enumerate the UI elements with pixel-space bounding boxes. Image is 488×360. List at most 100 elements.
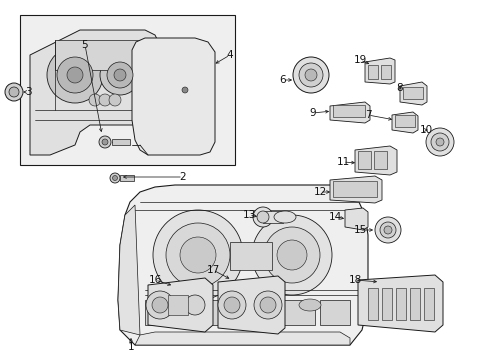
Polygon shape — [118, 205, 140, 335]
Bar — [112, 139, 130, 145]
Circle shape — [5, 83, 23, 101]
Bar — [20, 15, 235, 165]
Bar — [380, 65, 390, 79]
Circle shape — [184, 295, 204, 315]
Bar — [319, 300, 349, 325]
Circle shape — [425, 128, 453, 156]
Circle shape — [224, 297, 240, 313]
Text: 1: 1 — [127, 342, 134, 352]
Text: 13: 13 — [242, 210, 255, 220]
Text: 8: 8 — [396, 83, 403, 93]
Bar — [357, 151, 370, 169]
Polygon shape — [357, 275, 442, 332]
Text: 18: 18 — [347, 275, 361, 285]
Text: 11: 11 — [336, 157, 349, 167]
Text: 15: 15 — [353, 225, 366, 235]
Circle shape — [100, 55, 140, 95]
Circle shape — [251, 215, 331, 295]
Circle shape — [146, 291, 174, 319]
Text: 6: 6 — [279, 75, 286, 85]
Text: 9: 9 — [309, 108, 316, 118]
Polygon shape — [345, 208, 367, 230]
Polygon shape — [132, 38, 215, 155]
Bar — [381, 288, 391, 320]
Text: 10: 10 — [419, 125, 432, 135]
Circle shape — [102, 139, 108, 145]
Circle shape — [112, 175, 117, 180]
Bar — [235, 300, 269, 325]
Text: 14: 14 — [328, 212, 341, 222]
Text: 4: 4 — [226, 50, 233, 60]
Circle shape — [298, 63, 323, 87]
Polygon shape — [218, 276, 285, 334]
Circle shape — [276, 240, 306, 270]
Text: 12: 12 — [313, 187, 326, 197]
Circle shape — [253, 291, 282, 319]
Text: 2: 2 — [179, 172, 186, 182]
Bar — [120, 175, 134, 181]
Circle shape — [264, 227, 319, 283]
Text: 3: 3 — [24, 87, 31, 97]
Bar — [229, 242, 271, 270]
Text: 19: 19 — [353, 55, 366, 65]
Polygon shape — [391, 112, 417, 133]
Bar — [332, 181, 376, 197]
Bar — [409, 288, 419, 320]
Polygon shape — [30, 30, 160, 155]
Polygon shape — [329, 176, 381, 203]
Circle shape — [182, 87, 187, 93]
Circle shape — [110, 173, 120, 183]
Bar — [373, 151, 386, 169]
Bar — [190, 300, 224, 325]
Polygon shape — [118, 185, 367, 345]
Bar — [367, 65, 377, 79]
Circle shape — [180, 237, 216, 273]
Circle shape — [379, 222, 395, 238]
Circle shape — [374, 217, 400, 243]
Polygon shape — [329, 102, 369, 123]
Bar — [280, 300, 314, 325]
Circle shape — [99, 136, 111, 148]
Bar — [423, 288, 433, 320]
Circle shape — [99, 94, 111, 106]
Circle shape — [260, 297, 275, 313]
Circle shape — [153, 210, 243, 300]
Ellipse shape — [298, 299, 320, 311]
Circle shape — [107, 62, 133, 88]
Bar — [55, 40, 164, 70]
Bar — [402, 87, 422, 99]
Polygon shape — [354, 146, 396, 175]
Ellipse shape — [230, 305, 259, 319]
Text: 16: 16 — [148, 275, 162, 285]
Circle shape — [152, 297, 168, 313]
Text: 5: 5 — [81, 40, 88, 50]
Circle shape — [9, 87, 19, 97]
Circle shape — [114, 69, 126, 81]
Text: 17: 17 — [206, 265, 219, 275]
Bar — [395, 288, 405, 320]
Circle shape — [430, 133, 448, 151]
Circle shape — [89, 94, 101, 106]
Circle shape — [165, 223, 229, 287]
Circle shape — [292, 57, 328, 93]
Circle shape — [67, 67, 83, 83]
Circle shape — [47, 47, 103, 103]
Bar — [263, 211, 283, 223]
Circle shape — [57, 57, 93, 93]
Bar — [168, 295, 187, 315]
Circle shape — [257, 211, 268, 223]
Circle shape — [305, 69, 316, 81]
Ellipse shape — [158, 305, 185, 319]
Bar — [332, 105, 364, 117]
Circle shape — [435, 138, 443, 146]
Text: 7: 7 — [364, 110, 370, 120]
Circle shape — [252, 207, 272, 227]
Polygon shape — [364, 58, 394, 84]
Polygon shape — [399, 82, 426, 105]
Bar — [145, 300, 180, 325]
Polygon shape — [148, 278, 213, 332]
Bar — [367, 288, 377, 320]
Circle shape — [218, 291, 245, 319]
Ellipse shape — [273, 211, 295, 223]
Polygon shape — [135, 332, 349, 345]
